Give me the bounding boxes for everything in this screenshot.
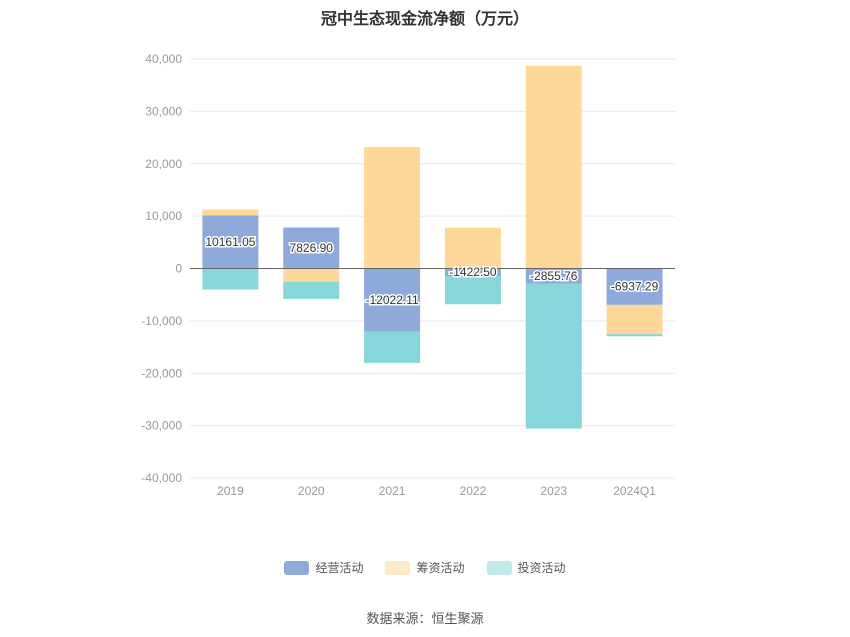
y-tick-label: 20,000 bbox=[145, 157, 182, 171]
bar-operating-2019 bbox=[202, 215, 259, 269]
y-tick-label: 0 bbox=[175, 262, 182, 276]
data-label-operating: -1422.50 bbox=[449, 265, 497, 279]
legend-swatch-operating bbox=[284, 560, 310, 575]
y-tick-label: 40,000 bbox=[145, 52, 182, 66]
source-note: 数据来源：恒生聚源 bbox=[366, 611, 484, 626]
y-tick-label: -30,000 bbox=[141, 419, 182, 433]
bar-financing-2021 bbox=[364, 146, 421, 269]
x-tick-label: 2020 bbox=[298, 484, 325, 498]
data-label-operating: -2855.76 bbox=[530, 269, 578, 283]
bar-investing-2021 bbox=[364, 331, 421, 363]
y-tick-label: -20,000 bbox=[141, 366, 182, 380]
bar-operating-2021 bbox=[364, 268, 421, 332]
data-label-operating: -12022.11 bbox=[366, 293, 419, 307]
bar-financing-2019 bbox=[202, 209, 259, 216]
legend-swatch-investing bbox=[486, 560, 512, 575]
bar-investing-2022 bbox=[444, 275, 501, 305]
bar-financing-2022 bbox=[444, 227, 501, 269]
bar-financing-2024Q1 bbox=[606, 304, 663, 335]
legend: 经营活动 筹资活动 投资活动 bbox=[0, 559, 850, 576]
bar-financing-2020 bbox=[283, 268, 340, 282]
x-tick-label: 2021 bbox=[379, 484, 406, 498]
legend-swatch-financing bbox=[385, 560, 411, 575]
x-tick-label: 2024Q1 bbox=[613, 484, 656, 498]
bar-operating-2022 bbox=[444, 268, 501, 276]
bar-investing-2023 bbox=[525, 283, 582, 429]
y-tick-label: 10,000 bbox=[145, 209, 182, 223]
x-tick-label: 2019 bbox=[217, 484, 244, 498]
chart-title: 冠中生态现金流净额（万元） bbox=[320, 11, 529, 28]
bar-operating-2020 bbox=[283, 227, 340, 269]
bar-investing-2020 bbox=[283, 281, 340, 299]
x-tick-label: 2023 bbox=[540, 484, 567, 498]
legend-label-operating: 经营活动 bbox=[315, 561, 364, 575]
bar-operating-2024Q1 bbox=[606, 268, 663, 305]
y-tick-label: -40,000 bbox=[141, 471, 182, 485]
bar-investing-2019 bbox=[202, 268, 259, 290]
x-tick-label: 2022 bbox=[460, 484, 487, 498]
data-label-operating: 7826.90 bbox=[290, 241, 334, 255]
legend-item-financing[interactable]: 筹资活动 bbox=[385, 559, 465, 576]
y-tick-label: 30,000 bbox=[145, 104, 182, 118]
bar-financing-2023 bbox=[525, 65, 582, 269]
legend-label-investing: 投资活动 bbox=[517, 561, 566, 575]
bar-investing-2024Q1 bbox=[606, 334, 663, 337]
legend-item-operating[interactable]: 经营活动 bbox=[284, 559, 363, 576]
data-label-operating: 10161.05 bbox=[205, 235, 255, 249]
legend-label-financing: 筹资活动 bbox=[416, 561, 465, 575]
bar-operating-2023 bbox=[525, 268, 582, 284]
y-tick-label: -10,000 bbox=[141, 314, 182, 328]
data-label-operating: -6937.29 bbox=[611, 280, 659, 294]
legend-item-investing[interactable]: 投资活动 bbox=[486, 559, 566, 576]
